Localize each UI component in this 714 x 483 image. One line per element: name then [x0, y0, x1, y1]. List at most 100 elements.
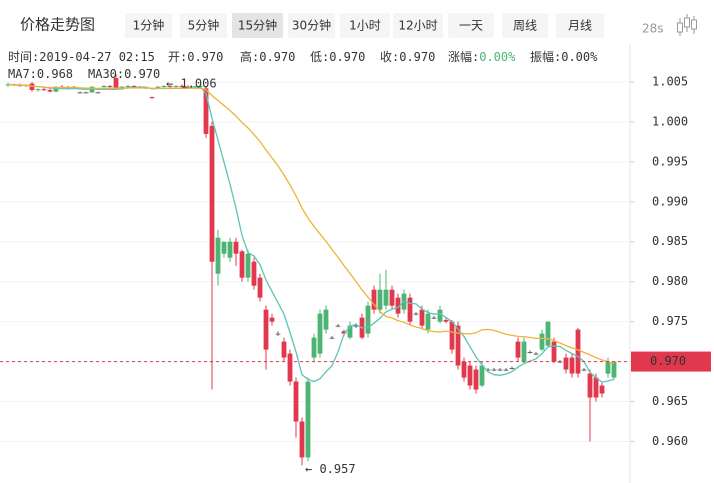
- candle-body: [569, 357, 575, 374]
- candle: [209, 121, 215, 390]
- candle: [371, 285, 377, 314]
- candle-body: [461, 361, 467, 378]
- candle-body: [431, 317, 437, 319]
- candle: [539, 329, 545, 352]
- candle: [527, 350, 533, 354]
- candle-body: [47, 89, 53, 92]
- interval-button[interactable]: 周线: [502, 13, 548, 38]
- candle: [377, 273, 383, 314]
- y-tick-label: 1.005: [652, 74, 688, 88]
- candle: [515, 337, 521, 362]
- candle-body: [131, 85, 137, 87]
- candle-body: [263, 309, 269, 350]
- candle: [29, 81, 35, 92]
- info-field: 时间:2019-04-27 02:15: [8, 50, 155, 64]
- candle: [575, 328, 581, 378]
- candle-body: [521, 341, 527, 362]
- button-bg: [448, 13, 494, 38]
- candle: [509, 366, 515, 370]
- chart-type-icon[interactable]: [677, 14, 697, 36]
- candle: [233, 237, 239, 266]
- interval-button[interactable]: 30分钟: [288, 13, 335, 38]
- candle: [407, 293, 413, 326]
- interval-button[interactable]: 1小时: [340, 13, 390, 38]
- candle-body: [341, 331, 347, 334]
- candle-body: [125, 85, 131, 87]
- info-value: 0.970: [329, 50, 365, 64]
- candle-body: [89, 86, 95, 93]
- button-label: 15分钟: [238, 18, 277, 33]
- interval-button[interactable]: 1分钟: [125, 13, 172, 38]
- candle-body: [371, 289, 377, 310]
- candle-body: [209, 125, 215, 262]
- candle: [41, 87, 47, 91]
- candle: [605, 357, 611, 378]
- candle: [311, 333, 317, 362]
- interval-button[interactable]: 5分钟: [180, 13, 227, 38]
- candle: [437, 305, 443, 324]
- candle-body: [311, 337, 317, 358]
- candle-body: [233, 241, 239, 254]
- candle-body: [83, 92, 89, 94]
- interval-button[interactable]: 一天: [448, 13, 494, 38]
- button-bg: [180, 13, 227, 38]
- candle-body: [185, 86, 191, 88]
- candle-body: [611, 361, 617, 378]
- candle-body: [227, 241, 233, 258]
- interval-button[interactable]: 15分钟: [232, 13, 283, 38]
- candle: [263, 305, 269, 370]
- candle-body: [563, 357, 569, 370]
- candle-body: [425, 313, 431, 330]
- candle-body: [173, 85, 179, 87]
- candle-body: [419, 309, 425, 326]
- interval-button[interactable]: 12小时: [393, 13, 443, 38]
- candle: [611, 361, 617, 380]
- candle-body: [515, 341, 521, 358]
- candle: [581, 367, 587, 372]
- candle-body: [413, 313, 419, 315]
- info-field: 高:0.970: [240, 49, 295, 64]
- candle: [365, 301, 371, 338]
- candle: [545, 321, 551, 348]
- info-value: 2019-04-27 02:15: [39, 50, 155, 64]
- candle-body: [377, 289, 383, 310]
- candle: [221, 241, 227, 258]
- widget-title: 价格走势图: [20, 16, 95, 34]
- candle: [497, 367, 503, 372]
- candle: [473, 365, 479, 394]
- candle: [167, 85, 173, 88]
- last-price-label: 0.970: [650, 354, 686, 368]
- candle: [113, 73, 119, 90]
- candle-body: [479, 365, 485, 386]
- button-label: 30分钟: [292, 18, 331, 33]
- interval-button[interactable]: 月线: [556, 13, 604, 38]
- candle-body: [473, 369, 479, 390]
- button-label: 一天: [459, 19, 483, 33]
- candle-body: [221, 241, 227, 254]
- candle-body: [365, 305, 371, 334]
- candle-body: [245, 253, 251, 278]
- candle: [569, 353, 575, 378]
- button-label: 5分钟: [188, 18, 220, 33]
- candle: [101, 85, 107, 88]
- candle: [95, 91, 101, 94]
- candle-body: [509, 367, 515, 369]
- info-label: 低:: [310, 50, 329, 64]
- candle: [599, 381, 605, 398]
- candle-body: [329, 337, 335, 339]
- candle: [323, 305, 329, 334]
- candle: [281, 337, 287, 362]
- candle: [395, 293, 401, 318]
- candle: [239, 249, 245, 282]
- info-value: 0.00%: [479, 50, 516, 64]
- info-field: 低:0.970: [310, 50, 365, 64]
- high-annotation: ← 1.006: [166, 76, 217, 90]
- candle-body: [101, 85, 107, 87]
- candle-body: [599, 385, 605, 394]
- button-label: 1分钟: [133, 18, 165, 33]
- y-tick-label: 0.975: [652, 314, 688, 328]
- candle: [335, 324, 341, 328]
- candle-body: [443, 320, 449, 322]
- info-field: 收:0.970: [380, 50, 435, 64]
- y-tick-label: 0.965: [652, 394, 688, 408]
